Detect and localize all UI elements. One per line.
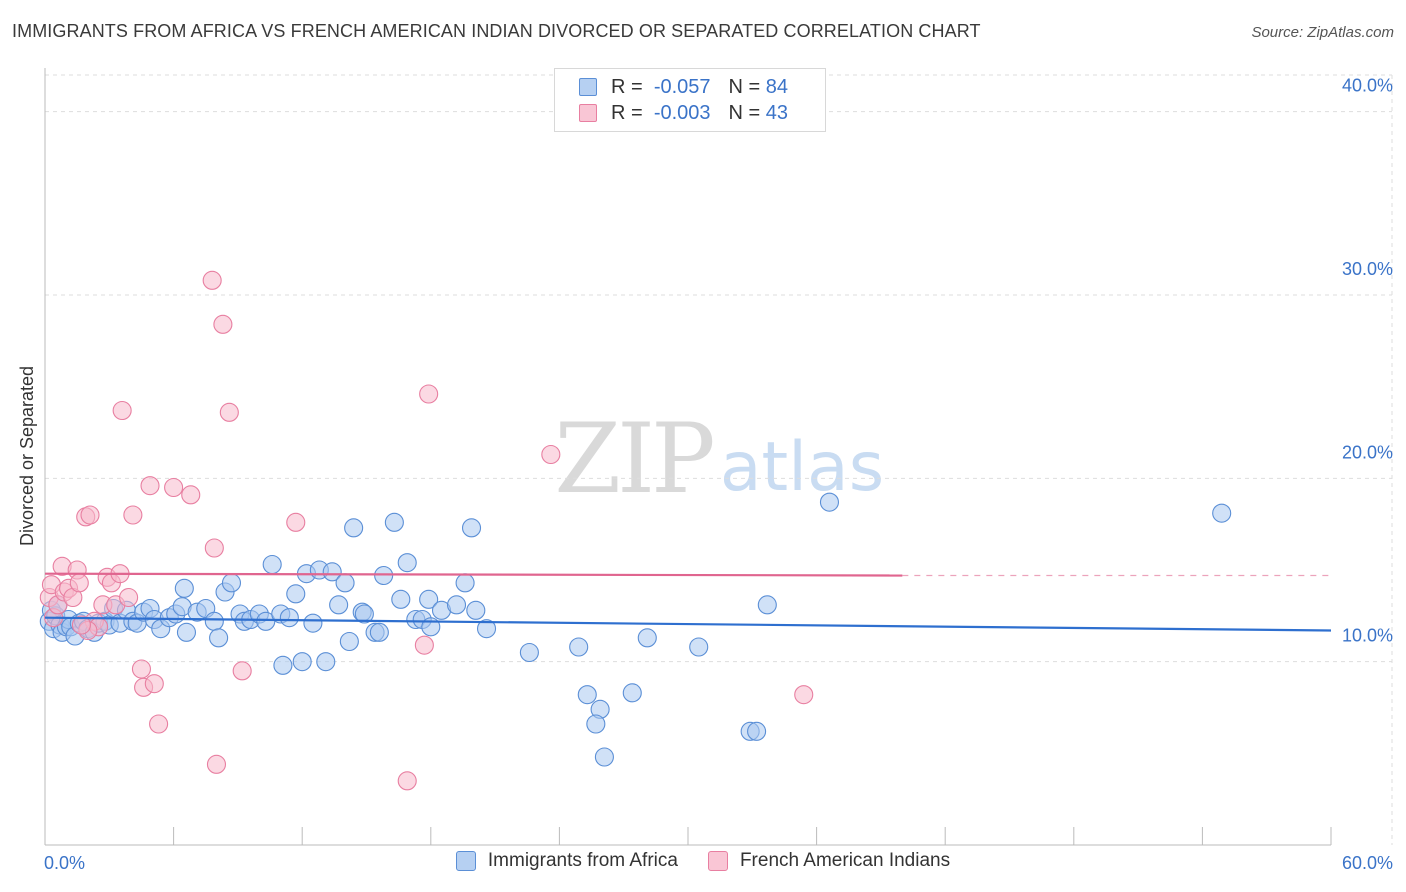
- french-point: [164, 477, 184, 498]
- french-point: [69, 573, 89, 593]
- y-tick-label: 10.0%: [1342, 626, 1393, 646]
- africa-point: [586, 714, 606, 734]
- legend-label-french: French American Indians: [739, 850, 951, 871]
- x-tick-label-max: 60.0%: [1342, 853, 1393, 873]
- africa-point: [174, 578, 194, 598]
- africa-point: [397, 553, 417, 573]
- stats-legend: R = -0.057 N = 84 R = -0.003 N = 43: [554, 68, 826, 132]
- africa-point: [594, 747, 614, 767]
- legend-r-label: R =: [611, 75, 643, 98]
- y-tick-label: 30.0%: [1342, 259, 1393, 279]
- french-point: [80, 505, 100, 525]
- africa-point: [176, 622, 197, 642]
- french-point: [112, 400, 132, 421]
- africa-point: [344, 518, 364, 538]
- legend-swatch-blue: [455, 851, 476, 871]
- y-tick-label: 40.0%: [1342, 76, 1393, 96]
- africa-point: [519, 642, 539, 663]
- africa-point: [273, 655, 293, 675]
- french-point: [131, 659, 151, 679]
- french-point: [204, 538, 224, 558]
- french-point: [144, 674, 164, 694]
- x-tick-label-min: 0.0%: [44, 853, 85, 873]
- legend-n-value: 84: [765, 75, 789, 98]
- french-point: [232, 661, 252, 681]
- french-point: [419, 384, 439, 404]
- africa-point: [747, 721, 767, 741]
- legend-n-label: N =: [728, 75, 761, 98]
- french-point: [794, 685, 814, 705]
- french-point: [71, 615, 91, 635]
- africa-point: [329, 595, 349, 615]
- legend-swatch-pink: [579, 104, 597, 122]
- legend-label-africa: Immigrants from Africa: [487, 850, 678, 871]
- africa-point: [569, 637, 589, 657]
- africa-point: [689, 637, 709, 657]
- legend-swatch-blue: [579, 78, 597, 96]
- africa-point: [354, 604, 374, 624]
- legend-row-africa: R = -0.057 N = 84: [579, 75, 788, 99]
- legend-r-value: -0.057: [653, 75, 711, 98]
- africa-point: [466, 600, 486, 620]
- legend-item-africa[interactable]: Immigrants from Africa: [455, 850, 678, 872]
- french-point: [219, 402, 239, 422]
- africa-point: [204, 611, 224, 631]
- africa-point: [637, 628, 657, 648]
- french-point: [397, 771, 417, 791]
- french-point: [119, 587, 139, 608]
- legend-item-french[interactable]: French American Indians: [707, 850, 951, 872]
- legend-r-value: -0.003: [653, 101, 711, 124]
- y-tick-label: 20.0%: [1342, 442, 1393, 462]
- page-title: IMMIGRANTS FROM AFRICA VS FRENCH AMERICA…: [12, 21, 981, 41]
- africa-point: [461, 518, 482, 538]
- africa-point: [316, 652, 336, 672]
- africa-point: [335, 573, 355, 593]
- africa-point: [322, 562, 342, 582]
- africa-point: [757, 595, 777, 615]
- africa-point: [622, 683, 642, 703]
- africa-point: [303, 613, 323, 633]
- africa-point: [455, 573, 475, 593]
- source-label: Source: ZipAtlas.com: [1251, 24, 1394, 41]
- africa-point: [384, 512, 404, 532]
- africa-point: [262, 554, 282, 575]
- french-point: [286, 512, 306, 532]
- french-point: [213, 314, 233, 334]
- watermark: ZIP atlas: [554, 403, 884, 515]
- legend-row-french: R = -0.003 N = 43: [579, 101, 788, 125]
- french-point: [202, 270, 222, 290]
- legend-r-label: R =: [611, 101, 643, 124]
- africa-point: [819, 492, 840, 512]
- french-point: [206, 754, 227, 774]
- series-legend: Immigrants from Africa French American I…: [0, 850, 1406, 872]
- africa-trend-line: [44, 616, 1332, 632]
- africa-point: [209, 628, 229, 648]
- legend-n-label: N =: [728, 101, 761, 124]
- africa-point: [446, 595, 467, 615]
- watermark-zip: ZIP: [554, 403, 713, 515]
- africa-point: [476, 619, 497, 639]
- watermark-atlas: atlas: [720, 428, 884, 507]
- africa-point: [339, 631, 359, 652]
- french-trend-line: [44, 572, 903, 577]
- africa-point: [286, 584, 306, 604]
- french-point: [123, 505, 143, 525]
- french-point: [414, 635, 434, 655]
- legend-swatch-pink: [707, 851, 728, 871]
- french-point: [541, 444, 561, 465]
- africa-point: [1212, 503, 1232, 523]
- africa-point: [577, 685, 597, 705]
- africa-point: [369, 622, 389, 642]
- french-point: [140, 476, 160, 496]
- french-point: [149, 714, 169, 734]
- french-point: [181, 485, 201, 505]
- africa-point: [279, 608, 299, 628]
- africa-point: [419, 589, 439, 609]
- africa-point: [391, 589, 411, 609]
- africa-point: [292, 652, 312, 672]
- africa-point: [221, 573, 242, 593]
- legend-n-value: 43: [765, 101, 789, 124]
- y-axis-title: Divorced or Separated: [17, 366, 37, 546]
